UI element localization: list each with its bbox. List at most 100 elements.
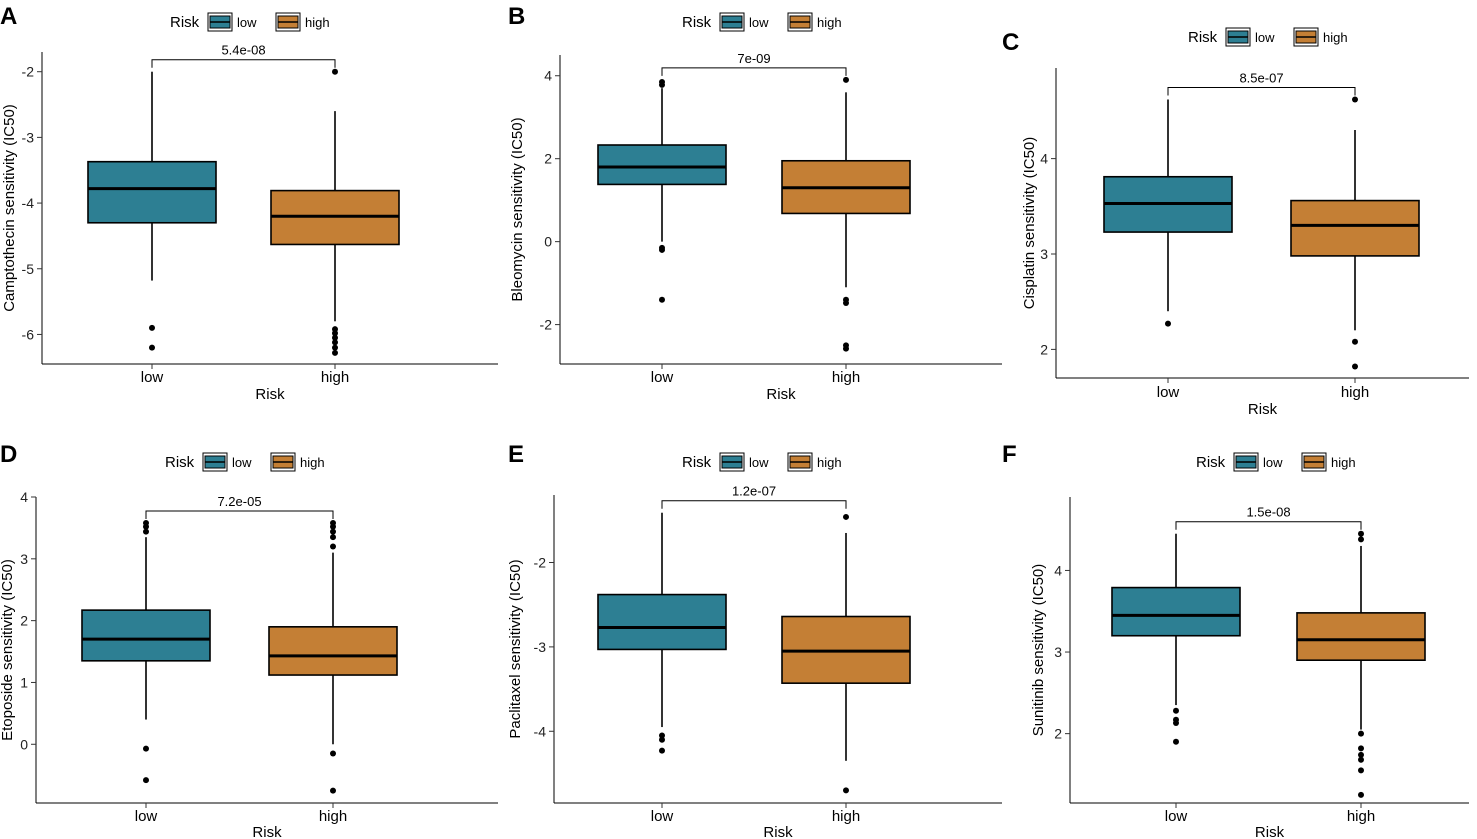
x-tick-label-low: low bbox=[1165, 808, 1188, 825]
outlier-point bbox=[330, 528, 336, 535]
x-tick-label-low: low bbox=[651, 369, 674, 386]
panel-letter: A bbox=[0, 3, 17, 30]
x-tick-label-low: low bbox=[1157, 384, 1180, 401]
p-value-label: 1.5e-08 bbox=[1246, 505, 1290, 520]
legend-key-high bbox=[1301, 452, 1327, 472]
y-tick-label: 2 bbox=[1054, 726, 1062, 742]
legend-key-high bbox=[275, 12, 301, 32]
legend-key-low bbox=[202, 452, 228, 472]
legend-title: Risk bbox=[1196, 454, 1226, 471]
box-low bbox=[81, 519, 211, 784]
y-axis-title: Sunitinib sensitivity (IC50) bbox=[1030, 564, 1047, 737]
significance-bracket bbox=[1175, 521, 1362, 530]
outlier-point bbox=[330, 534, 336, 541]
legend-key-low bbox=[719, 452, 745, 472]
significance-bracket bbox=[661, 67, 847, 76]
x-tick-label-high: high bbox=[319, 808, 347, 825]
x-axis-title: Risk bbox=[763, 824, 793, 839]
box-iqr bbox=[1111, 586, 1241, 637]
y-tick-label: 4 bbox=[544, 68, 552, 84]
outlier-point bbox=[1352, 363, 1358, 370]
y-tick-label: 3 bbox=[20, 551, 28, 567]
legend-label-low: low bbox=[749, 455, 769, 470]
outlier-point bbox=[332, 330, 338, 337]
y-tick-label: 0 bbox=[544, 234, 552, 250]
outlier-point bbox=[1358, 767, 1364, 774]
legend-title: Risk bbox=[170, 14, 200, 31]
chart-panel-d: D Risk low high 0 1 2 3 4 low high Risk Etoposide se… bbox=[0, 441, 498, 839]
outlier-point bbox=[1173, 720, 1179, 727]
outlier-point bbox=[330, 523, 336, 530]
box-iqr bbox=[1290, 199, 1420, 257]
legend: Risk low high bbox=[1188, 27, 1348, 47]
box-iqr bbox=[597, 593, 727, 651]
y-tick-label: -2 bbox=[22, 64, 35, 80]
outlier-point bbox=[149, 324, 155, 331]
outlier-point bbox=[1352, 338, 1358, 345]
outlier-point bbox=[330, 543, 336, 550]
legend: Risk low high bbox=[170, 12, 330, 32]
legend-label-high: high bbox=[305, 15, 330, 30]
x-tick-label-low: low bbox=[651, 808, 674, 825]
outlier-point bbox=[1173, 738, 1179, 745]
chart-panel-f: F Risk low high 2 3 4 low high Risk Sunitinib sens… bbox=[1002, 441, 1469, 839]
outlier-point bbox=[843, 787, 849, 794]
y-tick-label: -4 bbox=[534, 723, 547, 739]
y-axis-title: Cisplatin sensitivity (IC50) bbox=[1021, 137, 1038, 310]
legend-label-high: high bbox=[1323, 30, 1348, 45]
y-axis-title: Camptothecin sensitivity (IC50) bbox=[1, 104, 18, 312]
x-tick-label-low: low bbox=[141, 369, 164, 386]
p-value-label: 8.5e-07 bbox=[1239, 70, 1283, 85]
outlier-point bbox=[149, 344, 155, 351]
p-value-label: 5.4e-08 bbox=[221, 43, 265, 58]
y-tick-label: -3 bbox=[534, 639, 547, 655]
panel-letter: C bbox=[1002, 29, 1019, 56]
panel-letter: D bbox=[0, 441, 17, 468]
y-tick-label: -2 bbox=[540, 317, 553, 333]
box-iqr bbox=[87, 160, 217, 224]
outlier-point bbox=[1358, 536, 1364, 543]
outlier-point bbox=[1358, 730, 1364, 737]
x-tick-label-high: high bbox=[321, 369, 349, 386]
legend-key-low bbox=[207, 12, 233, 32]
legend: Risk low high bbox=[165, 452, 325, 472]
outlier-point bbox=[1358, 530, 1364, 537]
outlier-point bbox=[332, 334, 338, 341]
y-tick-label: 4 bbox=[1040, 151, 1048, 167]
legend-label-high: high bbox=[300, 455, 325, 470]
outlier-point bbox=[659, 296, 665, 303]
outlier-point bbox=[332, 68, 338, 75]
y-tick-label: -2 bbox=[534, 555, 547, 571]
y-tick-label: 3 bbox=[1040, 246, 1048, 262]
outlier-point bbox=[330, 750, 336, 757]
legend-key-high bbox=[1293, 27, 1319, 47]
x-axis-title: Risk bbox=[1255, 824, 1285, 839]
legend-key-low bbox=[719, 12, 745, 32]
y-axis-title: Etoposide sensitivity (IC50) bbox=[0, 559, 16, 741]
legend-title: Risk bbox=[682, 454, 712, 471]
chart-panel-b: B Risk low high -2 0 2 4 low high Risk Bleomycin se… bbox=[508, 3, 1002, 403]
box-high bbox=[1296, 530, 1426, 798]
outlier-point bbox=[843, 76, 849, 83]
legend-title: Risk bbox=[682, 14, 712, 31]
y-tick-label: 3 bbox=[1054, 644, 1062, 660]
box-high bbox=[268, 519, 398, 794]
legend: Risk low high bbox=[682, 12, 842, 32]
y-tick-label: 4 bbox=[1054, 562, 1062, 578]
legend-key-low bbox=[1233, 452, 1259, 472]
x-tick-label-low: low bbox=[135, 808, 158, 825]
y-tick-label: 0 bbox=[20, 736, 28, 752]
y-tick-label: -5 bbox=[22, 261, 35, 277]
outlier-point bbox=[1173, 707, 1179, 714]
y-tick-label: 1 bbox=[20, 674, 28, 690]
outlier-point bbox=[332, 349, 338, 356]
y-tick-label: -4 bbox=[22, 195, 35, 211]
outlier-point bbox=[1358, 791, 1364, 798]
x-axis-title: Risk bbox=[252, 824, 282, 839]
x-axis-title: Risk bbox=[766, 386, 796, 403]
outlier-point bbox=[1165, 320, 1171, 327]
box-high bbox=[270, 68, 400, 356]
significance-bracket bbox=[1167, 86, 1356, 96]
p-value-label: 1.2e-07 bbox=[732, 484, 776, 499]
